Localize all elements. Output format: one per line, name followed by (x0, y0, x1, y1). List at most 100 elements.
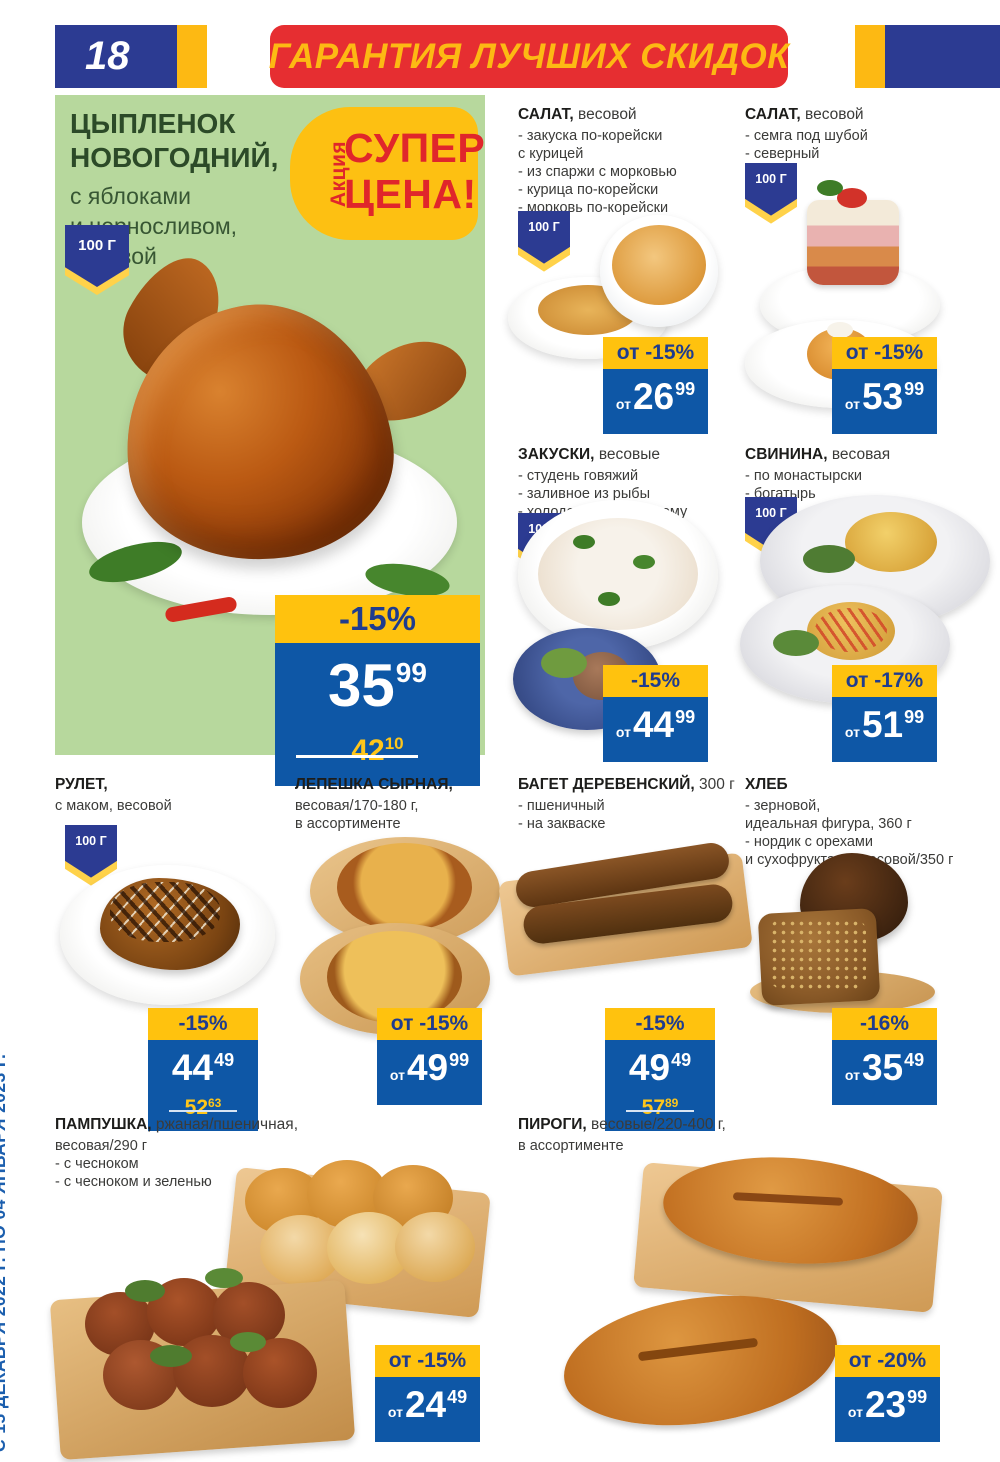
desc-line: - семга под шубой (745, 128, 868, 144)
discount-label: от -17% (832, 665, 937, 697)
bun-shape (395, 1212, 475, 1282)
price-box: от2399 (835, 1377, 940, 1442)
hero-title-line2: НОВОГОДНИЙ, (70, 142, 279, 173)
price-prefix: от (389, 1067, 405, 1083)
product-desc: весовая/290 г - с чесноком - с чесноком … (55, 1137, 495, 1191)
price-int: 49 (628, 1047, 671, 1088)
desc-line: в ассортименте (295, 816, 401, 832)
discount-label: от -15% (832, 337, 937, 369)
product-card-salat-1: САЛАТ, весовой - закуска по-корейски с к… (508, 105, 718, 434)
price: от5399 (832, 378, 937, 423)
garnish-shape (803, 545, 855, 573)
desc-line: идеальная фигура, 360 г (745, 816, 912, 832)
price-int: 53 (861, 376, 904, 417)
product-desc: весовая/170-180 г, в ассортименте (295, 797, 510, 833)
price: от2449 (375, 1386, 480, 1431)
unit-badge: 100 Г (745, 163, 797, 224)
unit-badge: 100 Г (518, 211, 570, 272)
product-name-rest: ржаная/пшеничная, (155, 1116, 299, 1133)
price: от2399 (835, 1386, 940, 1431)
discount-label: -16% (832, 1008, 937, 1040)
price-tag: -16% от3549 (832, 1008, 937, 1105)
old-price-cents: 89 (665, 1096, 679, 1110)
desc-line: - заливное из рыбы (518, 486, 650, 502)
layered-salad-shape (807, 200, 899, 285)
flatbread-shape (337, 843, 472, 931)
old-price: 5263 (168, 1096, 237, 1120)
product-card-rulet: РУЛЕТ, с маком, весовой 100 Г -15% 4449 … (55, 775, 290, 1131)
price: 3599 (275, 656, 480, 726)
desc-line: - студень говяжий (518, 468, 639, 484)
product-desc: в ассортименте (518, 1137, 990, 1155)
price-cents: 99 (907, 1387, 928, 1407)
old-price: 4210 (296, 734, 419, 770)
price-int: 51 (861, 704, 904, 745)
svinina-photo (740, 490, 995, 705)
garnish-shape (598, 592, 620, 606)
product-card-salat-2: САЛАТ, весовой - семга под шубой - север… (745, 105, 990, 434)
caviar-shape (837, 188, 867, 208)
product-name: БАГЕТ ДЕРЕВЕНСКИЙ, (518, 776, 695, 793)
product-card-pirogi: ПИРОГИ, весовые/220-400 г, в ассортимент… (518, 1115, 990, 1445)
product-name-rest: весовые (598, 446, 661, 463)
desc-line: - курица по-корейски (518, 182, 659, 198)
discount-label: -15% (605, 1008, 715, 1040)
price-cents: 99 (675, 379, 696, 399)
price-tag: -15% 4949 5789 (605, 1008, 715, 1131)
price-cents: 99 (904, 707, 925, 727)
product-name: СВИНИНА, (745, 446, 828, 463)
product-card-svinina: СВИНИНА, весовая - по монастырски - бога… (740, 445, 990, 762)
salad-photo (508, 215, 728, 360)
price-prefix: от (847, 1404, 863, 1420)
product-name: РУЛЕТ, (55, 776, 108, 793)
product-desc: - пшеничный - на закваске (518, 797, 743, 833)
meat-shape (845, 512, 937, 572)
product-title: ПИРОГИ, весовые/220-400 г, (518, 1115, 990, 1134)
price-cents: 99 (675, 707, 696, 727)
old-price: 5789 (625, 1096, 694, 1120)
product-title: ХЛЕБ (745, 775, 995, 794)
price-box: от5199 (832, 697, 937, 762)
price: от4499 (603, 706, 708, 751)
price-prefix: от (615, 724, 631, 740)
old-price-int: 42 (351, 734, 385, 767)
product-desc: - зерновой, идеальная фигура, 360 г - но… (745, 797, 995, 869)
price-box: от5399 (832, 369, 937, 434)
desc-line: - с чесноком и зеленью (55, 1174, 212, 1190)
sauce-drizzle-shape (815, 608, 887, 652)
price-tag: от -15% от5399 (832, 337, 937, 434)
product-title: БАГЕТ ДЕРЕВЕНСКИЙ, 300 г (518, 775, 743, 794)
product-name-rest: весовой (578, 106, 637, 123)
desc-line: - закуска по-корейски (518, 128, 663, 144)
price: от5199 (832, 706, 937, 751)
desc-line: в ассортименте (518, 1138, 624, 1154)
product-title: РУЛЕТ, (55, 775, 290, 794)
product-title: ЗАКУСКИ, весовые (518, 445, 718, 464)
price-prefix: от (844, 1067, 860, 1083)
price-box: 3599 4210 (275, 643, 480, 786)
price-cents: 49 (671, 1050, 692, 1070)
product-card-zakuski: ЗАКУСКИ, весовые - студень говяжий - зал… (513, 445, 718, 762)
price-box: от3549 (832, 1040, 937, 1105)
chicken-photo (70, 242, 476, 695)
promo-line1: СУПЕР (344, 125, 486, 171)
product-name: ЛЕПЕШКА СЫРНАЯ, (295, 776, 453, 793)
price-int: 24 (404, 1384, 447, 1425)
date-range-vertical: С 15 ДЕКАБРЯ 2022 Г. ПО 04 ЯНВАРЯ 2023 Г… (0, 1053, 9, 1452)
price-tag: от -15% от2699 (603, 337, 708, 434)
old-price-cents: 63 (208, 1096, 222, 1110)
herb-shape (150, 1345, 192, 1367)
herb-shape (125, 1280, 165, 1302)
old-price-int: 52 (184, 1096, 208, 1119)
product-desc: - закуска по-корейски с курицей - из спа… (518, 127, 718, 217)
desc-line: весовая/290 г (55, 1138, 148, 1154)
hero-card-chicken: ЦЫПЛЕНОК НОВОГОДНИЙ, с яблоками и чернос… (55, 95, 486, 786)
product-title: САЛАТ, весовой (518, 105, 718, 124)
price-prefix: от (615, 396, 631, 412)
header-box-right (885, 25, 1000, 88)
salad-photo (745, 160, 990, 408)
price-box: от4999 (377, 1040, 482, 1105)
hero-desc-line: с яблоками (70, 183, 191, 209)
price-tag: от -20% от2399 (835, 1345, 940, 1442)
header-stripe-left (177, 25, 207, 88)
